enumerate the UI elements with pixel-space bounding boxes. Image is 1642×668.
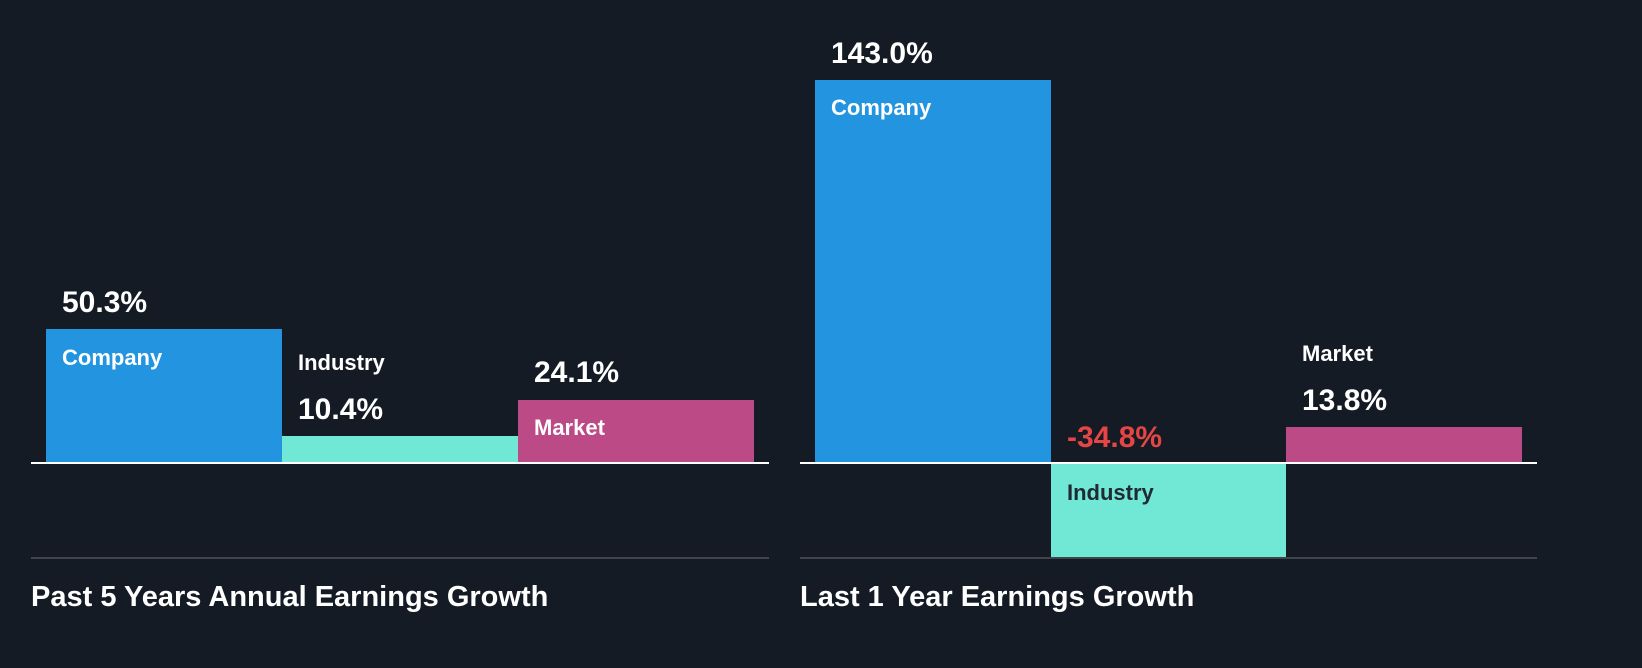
bar-industry bbox=[282, 436, 518, 463]
label-industry: Industry bbox=[1067, 480, 1154, 505]
bar-company bbox=[46, 329, 282, 463]
label-market: Market bbox=[534, 415, 605, 440]
separator bbox=[31, 557, 769, 559]
chart-title: Past 5 Years Annual Earnings Growth bbox=[31, 581, 549, 613]
baseline bbox=[31, 462, 769, 464]
label-market: Market bbox=[1302, 341, 1373, 366]
separator bbox=[800, 557, 1537, 559]
bar-company bbox=[815, 80, 1051, 463]
label-company: Company bbox=[62, 345, 163, 370]
bar-market bbox=[1286, 427, 1522, 463]
baseline bbox=[800, 462, 1537, 464]
value-company: 50.3% bbox=[62, 286, 148, 319]
value-market: 24.1% bbox=[534, 356, 620, 389]
chart-past-5-years: 50.3% Company Industry 10.4% 24.1% Marke… bbox=[0, 0, 800, 668]
chart-title: Last 1 Year Earnings Growth bbox=[800, 581, 1195, 613]
value-industry: -34.8% bbox=[1067, 421, 1163, 454]
value-industry: 10.4% bbox=[298, 393, 384, 426]
value-company: 143.0% bbox=[831, 37, 933, 70]
label-industry: Industry bbox=[298, 350, 385, 375]
bar-industry-negative bbox=[1051, 463, 1286, 557]
label-company: Company bbox=[831, 95, 932, 120]
bar-market bbox=[518, 400, 754, 463]
value-market: 13.8% bbox=[1302, 384, 1388, 417]
